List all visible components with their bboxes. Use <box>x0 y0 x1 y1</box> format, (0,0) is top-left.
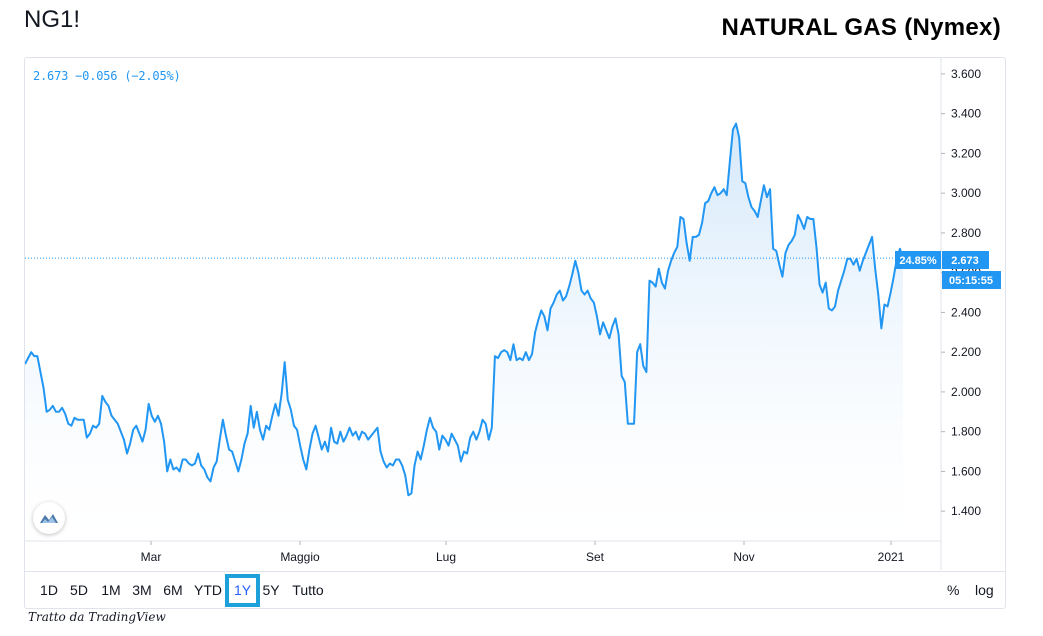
range-toolbar: 1D 5D 1M 3M 6M YTD 1Y 5Y Tutto % log <box>25 571 1005 609</box>
price-tag: 2.673 <box>951 255 979 267</box>
y-tick-label: 3.600 <box>951 67 981 81</box>
range-1y-button[interactable]: 1Y <box>225 574 260 607</box>
range-6m-button[interactable]: 6M <box>163 582 183 598</box>
range-5d-button[interactable]: 5D <box>70 582 88 598</box>
percent-scale-button[interactable]: % <box>947 582 960 598</box>
tradingview-logo-icon[interactable] <box>33 502 65 534</box>
y-tick-label: 1.800 <box>951 425 981 439</box>
y-tick-label: 2.000 <box>951 385 981 399</box>
range-ytd-button[interactable]: YTD <box>194 582 222 598</box>
price-line <box>25 122 904 497</box>
chart-widget: 1.4001.6001.8002.0002.2002.4002.6002.800… <box>24 57 1006 609</box>
x-tick-label: Nov <box>733 550 754 564</box>
range-1m-button[interactable]: 1M <box>101 582 121 598</box>
chart-headline: NATURAL GAS (Nymex) <box>721 14 1001 41</box>
percent-tag: 24.85% <box>899 255 937 267</box>
range-3m-button[interactable]: 3M <box>132 582 152 598</box>
countdown-tag-bg <box>942 271 1001 289</box>
percent-tag-bg <box>895 251 941 269</box>
range-all-button[interactable]: Tutto <box>292 582 324 598</box>
price-tag-bg <box>942 251 989 269</box>
x-tick-label: Set <box>586 550 605 564</box>
countdown-tag: 05:15:55 <box>949 275 993 287</box>
y-tick-label: 1.400 <box>951 504 981 518</box>
y-tick-label: 3.200 <box>951 146 981 160</box>
log-scale-button[interactable]: log <box>975 582 994 598</box>
x-tick-label: Mar <box>141 550 162 564</box>
x-tick-label: Maggio <box>280 550 320 564</box>
y-tick-label: 2.800 <box>951 226 981 240</box>
credit-text: Tratto da TradingView <box>28 610 166 624</box>
y-tick-label: 2.400 <box>951 305 981 319</box>
range-5y-button[interactable]: 5Y <box>262 582 280 598</box>
price-legend: 2.673 −0.056 (−2.05%) <box>33 69 181 83</box>
y-tick-label: 2.200 <box>951 345 981 359</box>
x-tick-label: Lug <box>436 550 456 564</box>
range-1d-button[interactable]: 1D <box>40 582 58 598</box>
y-tick-label: 3.400 <box>951 107 981 121</box>
y-tick-label: 1.600 <box>951 464 981 478</box>
symbol-label: NG1! <box>24 6 81 33</box>
price-chart[interactable]: 1.4001.6001.8002.0002.2002.4002.6002.800… <box>25 58 1005 570</box>
x-tick-label: 2021 <box>878 550 905 564</box>
price-area-fill <box>25 123 903 541</box>
y-tick-label: 3.000 <box>951 186 981 200</box>
